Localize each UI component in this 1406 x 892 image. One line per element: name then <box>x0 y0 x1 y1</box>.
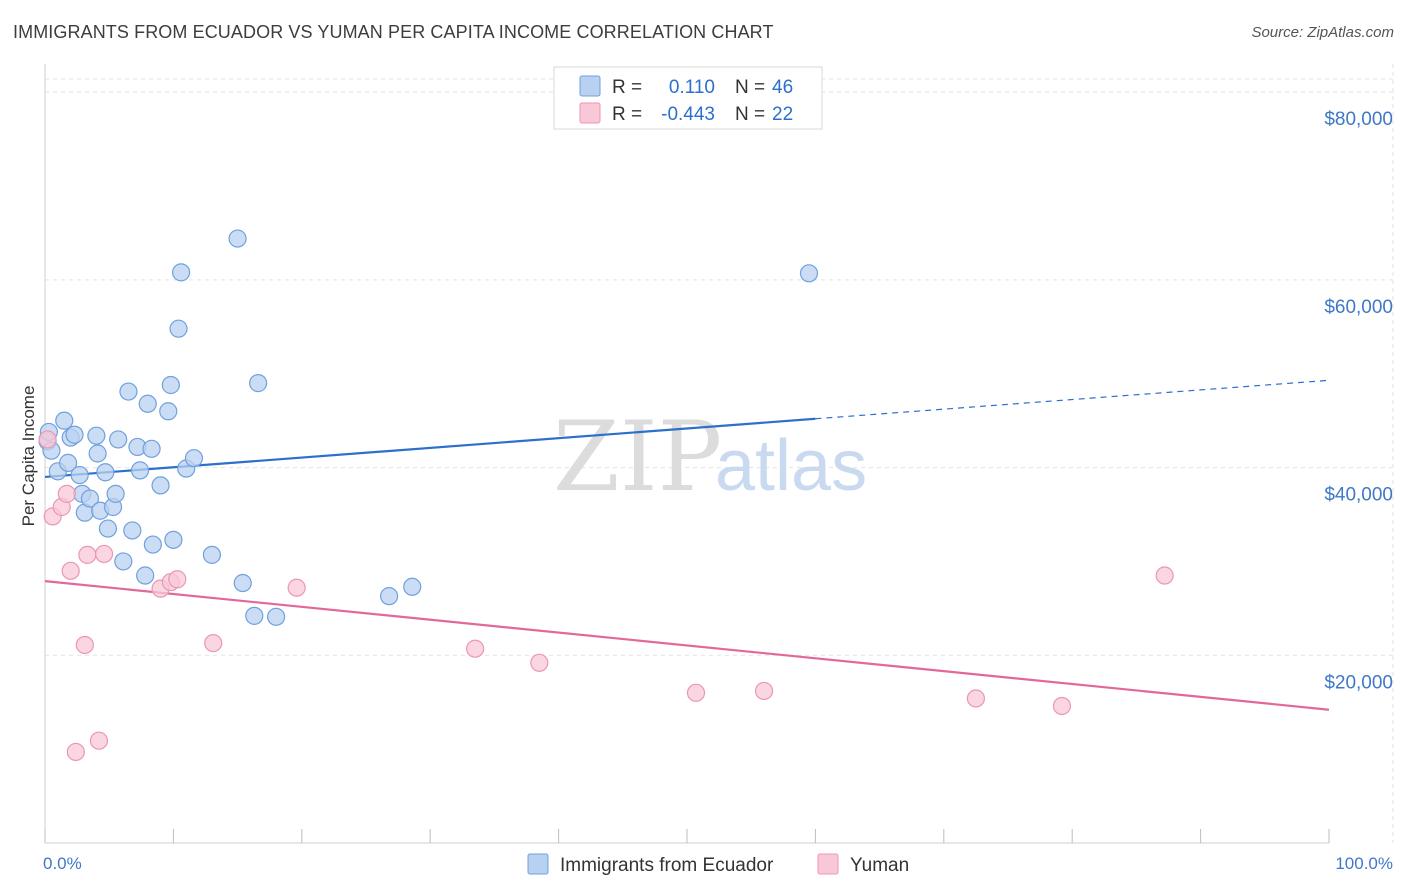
point-yuman <box>57 484 76 503</box>
point-yuman <box>38 430 57 449</box>
point-ecuador <box>249 374 268 393</box>
grid-lines <box>45 64 1394 843</box>
point-yuman <box>1052 696 1072 716</box>
y-axis-label: Per Capita Income <box>19 386 38 527</box>
point-yuman <box>89 731 109 750</box>
point-ecuador <box>70 465 89 485</box>
point-yuman <box>754 681 774 701</box>
point-yuman <box>966 689 986 708</box>
trend-line-ecuador <box>44 417 816 479</box>
legend-r-value-2: -0.443 <box>661 104 715 125</box>
trend-line-ecuador-extrapolated <box>815 379 1330 420</box>
point-yuman <box>204 633 223 653</box>
point-yuman <box>686 683 706 702</box>
point-ecuador <box>87 426 106 445</box>
point-ecuador <box>151 476 170 495</box>
point-ecuador <box>119 382 138 401</box>
point-ecuador <box>130 461 150 480</box>
point-ecuador <box>184 449 204 468</box>
point-ecuador <box>403 577 422 596</box>
legend-swatch-yuman <box>579 102 601 124</box>
data-points <box>38 229 1174 762</box>
series-label-ecuador: Immigrants from Ecuador <box>560 855 774 876</box>
point-ecuador <box>80 489 100 508</box>
point-yuman <box>287 578 306 597</box>
point-ecuador <box>114 552 133 571</box>
point-ecuador <box>161 375 180 395</box>
legend-n-value-2: 22 <box>772 104 793 125</box>
legend-n-value-1: 46 <box>772 77 793 98</box>
point-yuman <box>66 742 85 762</box>
series-swatch-yuman <box>817 853 839 875</box>
point-ecuador <box>138 394 157 413</box>
point-yuman <box>530 653 549 672</box>
point-ecuador <box>172 263 191 282</box>
series-label-yuman: Yuman <box>850 855 909 876</box>
point-yuman <box>78 545 97 564</box>
point-ecuador <box>799 264 819 283</box>
point-ecuador <box>267 607 286 626</box>
point-yuman <box>61 561 80 580</box>
point-ecuador <box>202 545 222 564</box>
legend-n-label-2: N = <box>735 104 765 125</box>
point-ecuador <box>98 519 118 538</box>
watermark-zip: ZIP <box>553 401 722 513</box>
y-tick-label: $60,000 <box>1324 297 1393 318</box>
point-ecuador <box>55 411 74 430</box>
point-ecuador <box>123 521 142 540</box>
y-tick-label: $20,000 <box>1324 672 1393 693</box>
point-ecuador <box>164 530 183 549</box>
point-ecuador <box>143 535 162 554</box>
correlation-legend: R = 0.110 N = 46 R = -0.443 N = 22 <box>553 66 823 130</box>
point-ecuador <box>228 229 247 248</box>
point-ecuador <box>106 484 125 503</box>
x-tick-label-start: 0.0% <box>43 854 82 873</box>
point-ecuador <box>88 444 107 463</box>
trend-line-yuman <box>44 580 1330 711</box>
point-ecuador <box>380 587 399 606</box>
point-ecuador <box>96 463 115 482</box>
legend-r-label-2: R = <box>612 104 642 125</box>
y-tick-labels: $20,000 $40,000 $60,000 $80,000 <box>1324 109 1393 693</box>
series-swatch-ecuador <box>527 853 549 875</box>
point-yuman <box>466 639 485 658</box>
x-tick-labels: 0.0% 100.0% <box>43 854 1393 873</box>
point-yuman <box>75 635 94 655</box>
point-ecuador <box>169 319 188 338</box>
legend-swatch-ecuador <box>579 75 601 97</box>
trend-lines <box>44 379 1330 711</box>
point-ecuador <box>109 430 128 449</box>
point-ecuador <box>136 566 155 585</box>
point-yuman <box>94 544 114 564</box>
legend-n-label-1: N = <box>735 77 765 98</box>
y-tick-label: $80,000 <box>1324 109 1393 130</box>
point-ecuador <box>142 439 161 458</box>
point-ecuador <box>65 425 84 444</box>
point-ecuador <box>59 453 78 472</box>
point-ecuador <box>245 606 264 625</box>
point-ecuador <box>159 402 178 421</box>
x-tick-label-end: 100.0% <box>1335 854 1393 873</box>
y-tick-label: $40,000 <box>1324 485 1393 506</box>
chart-title: IMMIGRANTS FROM ECUADOR VS YUMAN PER CAP… <box>13 22 774 42</box>
point-yuman <box>168 570 187 589</box>
source-label: Source: ZipAtlas.com <box>1251 24 1394 41</box>
point-ecuador <box>233 573 252 593</box>
watermark: ZIP atlas <box>553 401 867 513</box>
watermark-atlas: atlas <box>715 426 867 506</box>
legend-r-label-1: R = <box>612 77 642 98</box>
legend-r-value-1: 0.110 <box>669 77 715 98</box>
series-legend: Immigrants from Ecuador Yuman <box>527 853 909 876</box>
point-yuman <box>1155 566 1174 585</box>
